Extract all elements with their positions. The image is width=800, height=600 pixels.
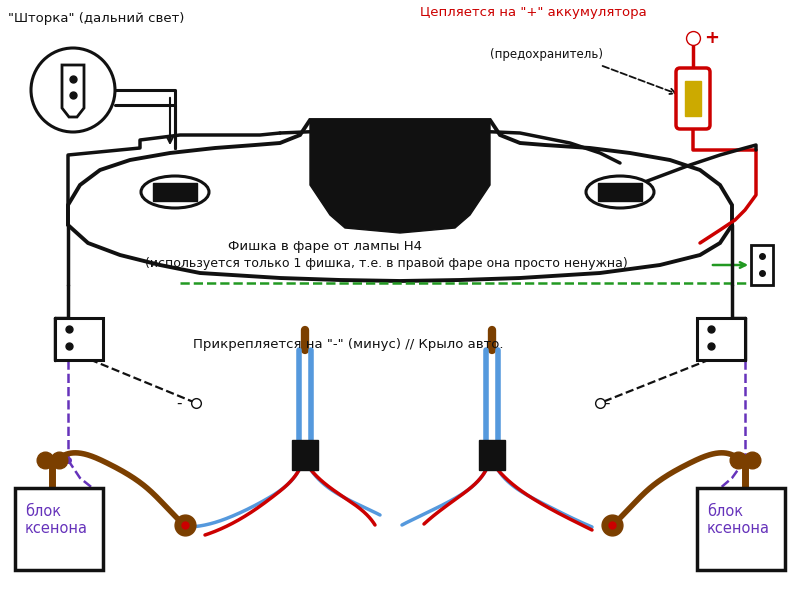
Bar <box>479 440 505 470</box>
Polygon shape <box>68 120 732 281</box>
Text: Фишка в фаре от лампы Н4: Фишка в фаре от лампы Н4 <box>228 240 422 253</box>
Bar <box>15 488 103 570</box>
Text: (используется только 1 фишка, т.е. в правой фаре она просто ненужна): (используется только 1 фишка, т.е. в пра… <box>145 257 628 270</box>
Text: Цепляется на "+" аккумулятора: Цепляется на "+" аккумулятора <box>420 6 646 19</box>
Bar <box>751 245 773 285</box>
Bar <box>697 318 745 360</box>
Polygon shape <box>310 120 490 233</box>
Text: -: - <box>176 396 182 411</box>
Text: Прикрепляется на "-" (минус) // Крыло авто.: Прикрепляется на "-" (минус) // Крыло ав… <box>193 338 503 351</box>
Ellipse shape <box>141 176 209 208</box>
Bar <box>292 440 318 470</box>
Text: блок
ксенона: блок ксенона <box>25 504 88 536</box>
Text: "Шторка" (дальний свет): "Шторка" (дальний свет) <box>8 12 184 25</box>
Bar <box>685 81 701 116</box>
Bar <box>55 318 103 360</box>
Text: -: - <box>604 396 610 411</box>
Ellipse shape <box>586 176 654 208</box>
Polygon shape <box>62 65 84 117</box>
FancyBboxPatch shape <box>676 68 710 129</box>
Bar <box>598 183 642 201</box>
Text: блок
ксенона: блок ксенона <box>707 504 770 536</box>
Bar <box>697 488 785 570</box>
Bar <box>153 183 197 201</box>
Circle shape <box>31 48 115 132</box>
Text: +: + <box>704 29 719 47</box>
Text: (предохранитель): (предохранитель) <box>490 48 603 61</box>
